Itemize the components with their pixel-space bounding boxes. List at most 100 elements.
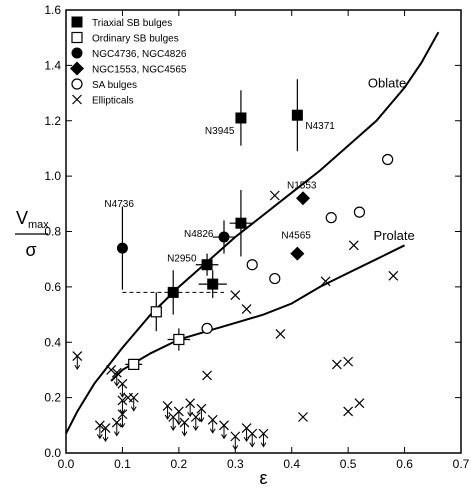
y-axis-title-sub: max (28, 219, 49, 231)
legend-label: Ellipticals (92, 96, 134, 107)
annotation-n4826: N4826 (184, 229, 214, 240)
annotation-n3945: N3945 (205, 126, 235, 137)
data-points (72, 79, 399, 451)
data-point (298, 412, 308, 422)
data-point (241, 304, 252, 314)
data-point (207, 414, 218, 425)
axes: 0.0 0.1 0.2 0.3 0.4 0.5 0.6 0.7 0.0 0.2 0.4 0.6 0.8 1… (44, 3, 469, 471)
x-tick-label: 0.0 (58, 457, 75, 471)
y-tick-label: 1.2 (44, 114, 61, 128)
legend-item-triaxial-sb-bulges: Triaxial SB bulges (71, 16, 172, 29)
data-point (94, 420, 105, 431)
data-point (202, 370, 212, 381)
cross-stroke (247, 428, 258, 439)
legend-label: SA bulges (92, 80, 137, 91)
legend-label: NGC4736, NGC4826 (92, 49, 187, 60)
data-point (320, 276, 331, 287)
upper-limit-arrowhead (198, 417, 205, 423)
legend-item-ordinary-sb-bulges: Ordinary SB bulges (71, 31, 179, 45)
series-ellipticals (72, 190, 399, 451)
upper-limit-arrowhead (260, 442, 267, 448)
data-point (111, 367, 122, 378)
data-point (258, 428, 269, 439)
legend-marker (71, 47, 83, 59)
y-tick-label: 1.0 (44, 169, 61, 183)
cross-stroke (196, 403, 207, 414)
data-point (343, 356, 354, 367)
y-tick-label: 0.2 (44, 391, 61, 405)
cross-stroke (179, 417, 190, 428)
annotation-n2950: N2950 (167, 254, 197, 265)
point-annotations: N3945 N4371 N4736 N4826 N2950 N1553 N4565 (104, 121, 335, 265)
upper-limit-arrowhead (102, 436, 109, 443)
x-tick-label: 0.2 (171, 457, 188, 471)
cross-stroke (241, 423, 252, 434)
series-triaxial-sb-bulges (122, 79, 303, 315)
cross-stroke (348, 240, 359, 251)
cross-stroke (100, 423, 111, 434)
cross-stroke (117, 409, 128, 420)
x-tick-label: 0.7 (453, 457, 470, 471)
cross-stroke (117, 378, 128, 389)
data-point (100, 423, 111, 434)
cross-stroke (219, 420, 229, 431)
legend-label: Triaxial SB bulges (92, 18, 172, 29)
legend-marker (71, 16, 83, 28)
x-tick-label: 0.4 (283, 457, 300, 471)
series-ngc4736-ngc4826 (116, 206, 236, 290)
data-point (388, 270, 399, 281)
upper-limit-arrowhead (74, 364, 81, 371)
cross-stroke (128, 392, 139, 403)
legend-marker (72, 94, 82, 105)
data-point (275, 329, 286, 339)
annotation-n1553: N1553 (287, 180, 317, 191)
y-tick-label: 0.6 (44, 280, 61, 294)
cross-stroke (230, 431, 241, 442)
annotation-n4565: N4565 (281, 231, 311, 242)
data-point (128, 392, 139, 403)
data-point (128, 358, 140, 370)
data-point (116, 242, 128, 254)
cross-stroke (343, 356, 354, 367)
legend-marker (71, 78, 83, 90)
legend-item-ngc1553-ngc4565: NGC1553, NGC4565 (70, 61, 187, 76)
cross-stroke (117, 395, 128, 406)
cross-stroke (72, 351, 83, 362)
series-ordinary-sb-bulges (125, 292, 191, 370)
cross-stroke (230, 290, 241, 301)
y-tick-label: 0.4 (44, 335, 61, 349)
model-curves: Oblate Prolate (65, 31, 440, 435)
upper-limit-arrowhead (192, 425, 199, 431)
legend-item-ngc4736-ngc4826: NGC4736, NGC4826 (71, 47, 187, 60)
data-point (185, 398, 196, 409)
cross-stroke (241, 304, 252, 314)
curve-label-prolate: Prolate (374, 228, 415, 243)
annotation-n4736: N4736 (104, 199, 134, 210)
x-axis-title: ε (259, 468, 267, 488)
curve-label-oblate: Oblate (368, 76, 406, 91)
legend-item-sa-bulges: SA bulges (71, 78, 137, 91)
data-point (235, 217, 247, 229)
legend-label: NGC1553, NGC4565 (92, 65, 187, 76)
legend-marker (70, 61, 84, 76)
cross-stroke (320, 276, 331, 287)
cross-stroke (173, 406, 184, 417)
series-ngc1553-ngc4565 (290, 191, 310, 261)
upper-limit-arrowhead (181, 431, 188, 437)
curve-prolate (110, 244, 406, 382)
x-tick-label: 0.3 (227, 457, 244, 471)
x-tick-label: 0.1 (114, 457, 131, 471)
y-tick-label: 0.0 (44, 446, 61, 460)
data-point (207, 278, 219, 290)
upper-limit-arrowhead (113, 431, 120, 437)
data-point (348, 240, 359, 251)
cross-stroke (258, 428, 269, 439)
x-tick-label: 0.6 (396, 457, 413, 471)
data-point (353, 206, 366, 218)
upper-limit-arrowhead (164, 414, 171, 420)
upper-limit-arrowhead (96, 434, 103, 440)
data-point (117, 378, 128, 389)
data-point (173, 406, 184, 417)
data-point (230, 290, 241, 301)
series-sa-bulges (201, 153, 394, 335)
